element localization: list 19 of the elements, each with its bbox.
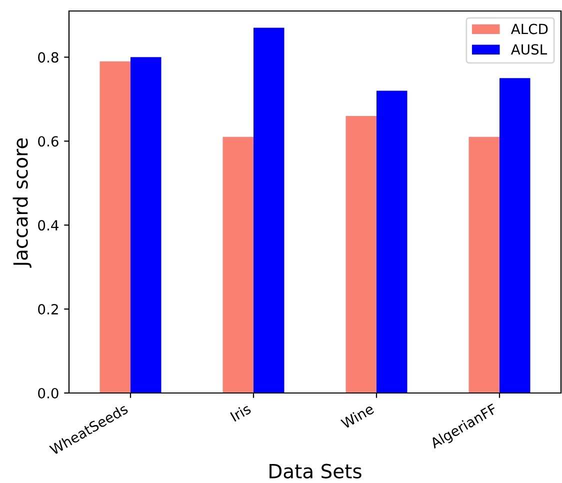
y-tick-label: 0.8 xyxy=(38,52,58,63)
bar xyxy=(468,136,500,393)
y-tick-label: 0.4 xyxy=(38,220,58,231)
bar xyxy=(222,136,254,393)
bar xyxy=(346,116,376,393)
y-axis-title: Jaccard score xyxy=(12,138,32,268)
y-tick-label: 0.6 xyxy=(38,136,58,147)
y-tick-label: 0.0 xyxy=(38,388,58,398)
bar xyxy=(100,61,130,393)
bar xyxy=(130,57,162,393)
x-tick-label: Iris xyxy=(230,403,252,422)
bar xyxy=(500,78,530,393)
x-axis-title: Data Sets xyxy=(270,464,362,478)
x-tick-label: Wine xyxy=(340,403,375,430)
bar xyxy=(376,90,408,393)
y-tick-label: 0.2 xyxy=(38,304,58,315)
bar xyxy=(254,28,284,393)
legend-label: AUSL xyxy=(510,44,548,55)
legend-label: ALCD xyxy=(510,24,548,34)
